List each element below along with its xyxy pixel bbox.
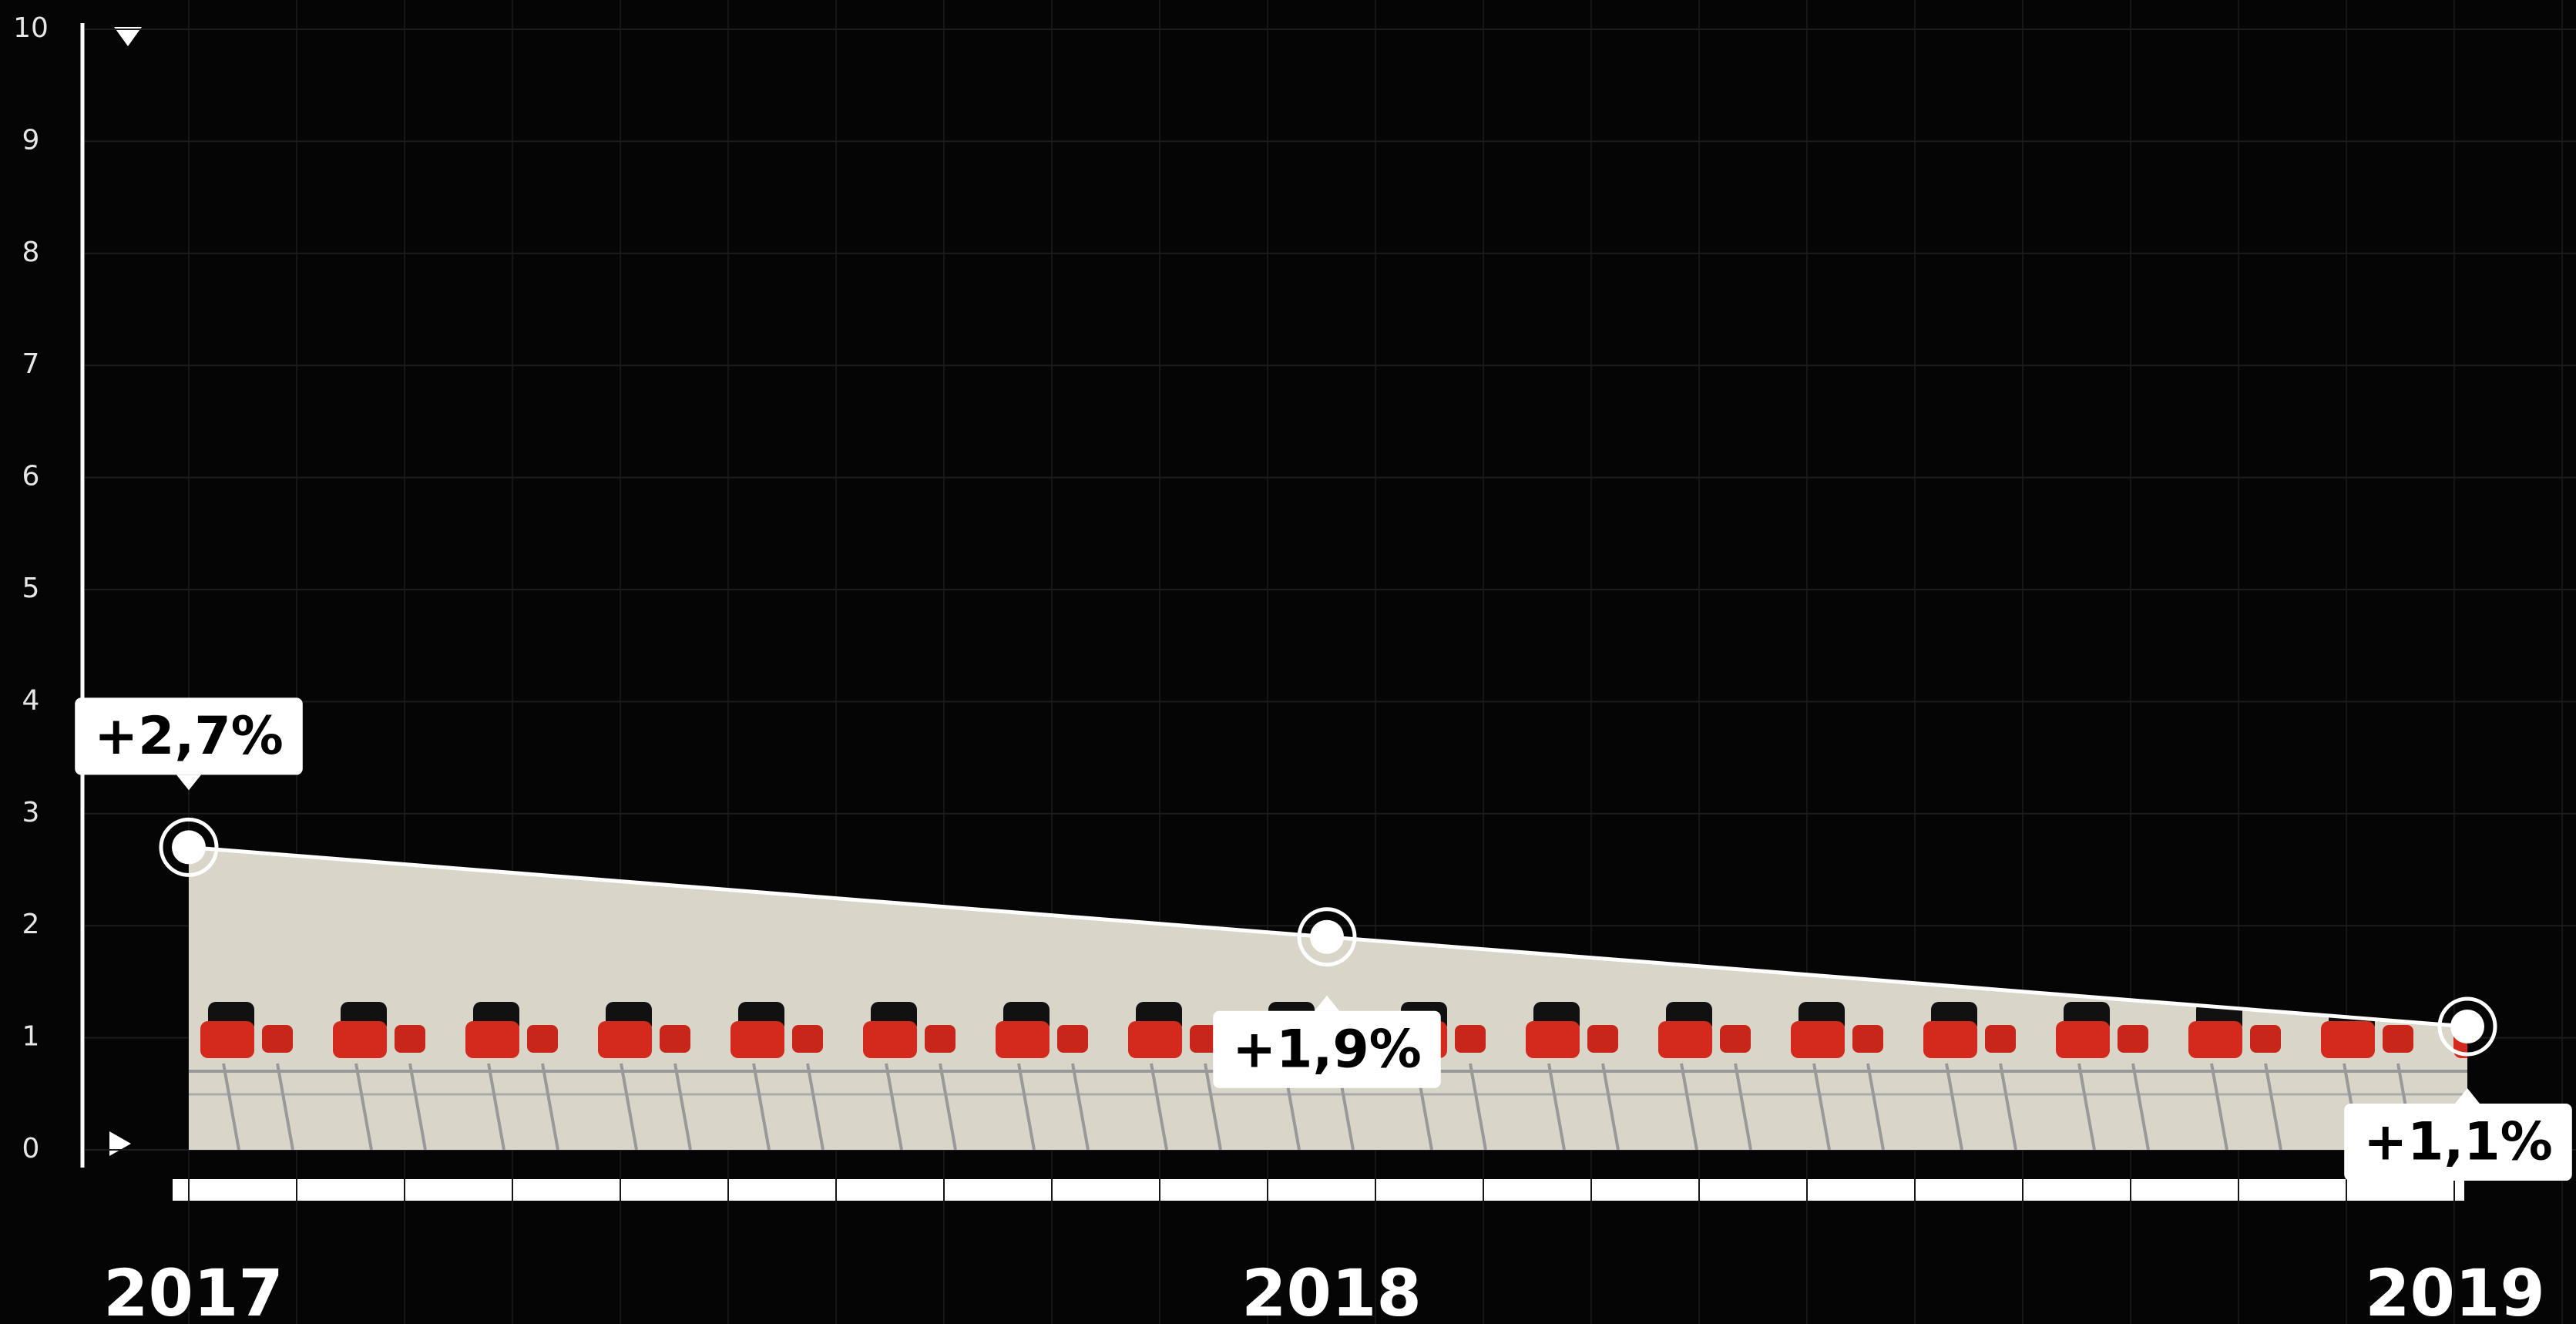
y-tick-label: 9	[22, 124, 40, 156]
x-tick-label: 2018	[1241, 1255, 1422, 1324]
value-label-pointer	[2455, 1088, 2480, 1104]
value-label-box	[75, 697, 303, 775]
axis-arrow	[114, 27, 142, 46]
value-label-pointer	[1315, 995, 1339, 1011]
value-label-box	[2344, 1104, 2572, 1181]
x-tick-label: 2017	[103, 1255, 284, 1324]
y-tick-label: 6	[22, 461, 40, 492]
marker-ring	[1297, 907, 1357, 967]
y-tick-label: 2	[22, 909, 40, 940]
y-tick-label: 8	[22, 237, 40, 268]
y-tick-label: 0	[22, 1133, 40, 1164]
y-tick-label: 7	[22, 348, 40, 380]
marker-ring	[2437, 996, 2497, 1057]
y-tick-label: 4	[22, 684, 40, 716]
plot: +2,7% +1,9% +1,1%	[75, 697, 2572, 1181]
y-tick-label: 5	[22, 573, 40, 604]
value-label-box	[1213, 1010, 1441, 1088]
value-label-pointer	[176, 775, 201, 791]
value-label: +1,1%	[2363, 1112, 2553, 1173]
value-label: +1,9%	[1232, 1019, 1422, 1080]
x-tick-label: 2019	[2365, 1255, 2545, 1324]
y-tick-label: 1	[22, 1021, 40, 1053]
base-bar	[173, 1179, 2464, 1201]
y-tick-label: 10	[13, 12, 49, 44]
marker-ring	[159, 817, 219, 877]
marker	[172, 830, 206, 865]
value-label: +2,7%	[94, 706, 284, 767]
marker	[1310, 919, 1344, 954]
marker	[2450, 1010, 2484, 1044]
y-tick-label: 3	[22, 797, 40, 828]
